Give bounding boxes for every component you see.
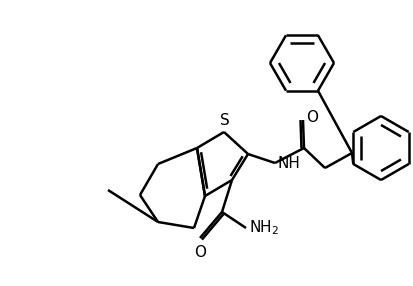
Text: S: S <box>220 113 229 128</box>
Text: O: O <box>194 245 206 260</box>
Text: NH$_2$: NH$_2$ <box>248 219 278 237</box>
Text: NH: NH <box>277 156 300 170</box>
Text: O: O <box>305 110 317 126</box>
